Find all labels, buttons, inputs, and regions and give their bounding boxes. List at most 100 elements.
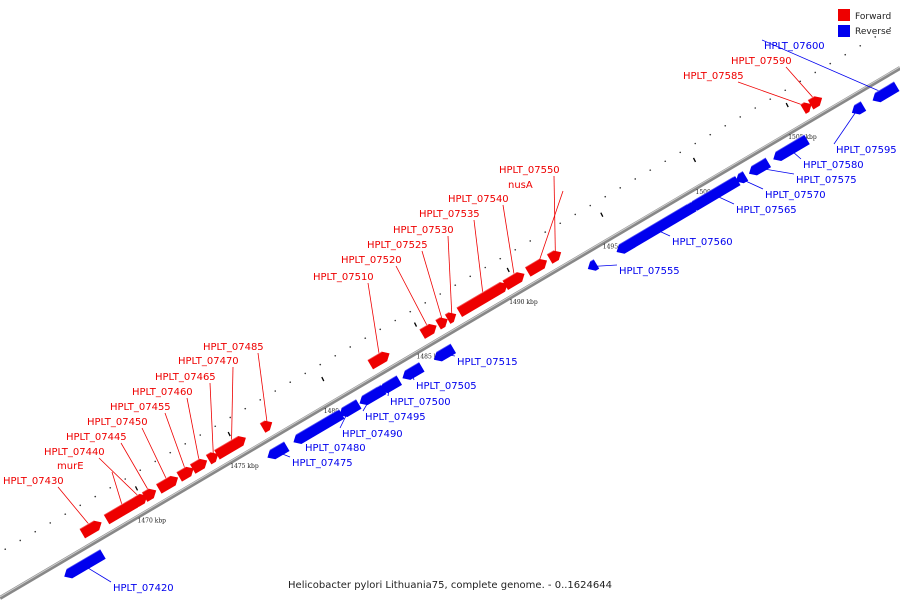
gene-HPLT_07420[interactable] <box>61 548 106 581</box>
gene-HPLT_07500[interactable] <box>376 374 403 396</box>
gene-label[interactable]: HPLT_07455 <box>110 402 171 413</box>
gene-HPLT_07555[interactable] <box>584 258 600 274</box>
gene-HPLT_07460[interactable] <box>189 456 210 474</box>
gene-label[interactable]: HPLT_07575 <box>796 175 857 186</box>
gene-label[interactable]: HPLT_07490 <box>342 429 403 440</box>
gene-label[interactable]: HPLT_07420 <box>113 583 174 594</box>
gene-HPLT_07485[interactable] <box>259 418 275 433</box>
gene-arrow-shine <box>205 451 211 456</box>
gene-HPLT_07560[interactable] <box>613 201 697 257</box>
label-leader-lines <box>57 39 885 583</box>
gene-label[interactable]: HPLT_07600 <box>764 41 825 52</box>
gene-labels: HPLT_07420 HPLT_07430 murE HPLT_07440 HPLT_0… <box>3 41 897 594</box>
gene-HPLT_07510[interactable] <box>367 349 392 370</box>
gene-arrow-body <box>339 399 362 417</box>
gene-label[interactable]: HPLT_07465 <box>155 372 216 383</box>
gene-HPLT_07550[interactable] <box>546 247 564 264</box>
ruler-dot <box>739 116 742 118</box>
gene-label[interactable]: HPLT_07445 <box>66 432 127 443</box>
ruler-dot <box>769 98 772 100</box>
gene-HPLT_07525[interactable] <box>434 314 450 330</box>
gene-HPLT_07590[interactable] <box>807 93 825 110</box>
gene-arrow-body <box>748 157 772 176</box>
gene-HPLT_07570[interactable] <box>732 170 749 186</box>
gene-HPLT_07480[interactable] <box>290 408 345 447</box>
gene-arrow-body <box>141 488 157 502</box>
gene-HPLT_07520[interactable] <box>418 321 439 339</box>
leader-line <box>761 39 885 94</box>
gene-label[interactable]: HPLT_07480 <box>305 443 366 454</box>
gene-HPLT_07575[interactable] <box>745 156 772 179</box>
gene-label[interactable]: HPLT_07500 <box>390 397 451 408</box>
gene-label[interactable]: HPLT_07530 <box>393 225 454 236</box>
gene-arrow-shine <box>848 100 861 109</box>
gene-HPLT_07475[interactable] <box>264 440 290 462</box>
tick-label: 1470 kbp <box>138 517 167 524</box>
gene-HPLT_07455[interactable] <box>176 464 196 482</box>
gene-label[interactable]: HPLT_07580 <box>803 160 864 171</box>
leader-line <box>120 442 151 494</box>
gene-label[interactable]: HPLT_07535 <box>419 209 480 220</box>
ruler-dot <box>709 133 712 136</box>
gene-HPLT_07600[interactable] <box>869 80 900 106</box>
gene-label[interactable]: HPLT_07540 <box>448 194 509 205</box>
gene-HPLT_07530[interactable] <box>444 309 459 324</box>
gene-label[interactable]: HPLT_07440 <box>44 447 105 458</box>
gene-label[interactable]: HPLT_07495 <box>365 412 426 423</box>
gene-murE[interactable] <box>103 495 143 525</box>
gene-HPLT_07565[interactable] <box>686 175 741 214</box>
gene-HPLT_07465[interactable] <box>205 449 221 465</box>
gene-HPLT_07490[interactable] <box>336 398 362 420</box>
ruler-dot <box>604 195 607 198</box>
gene-label[interactable]: HPLT_07565 <box>736 205 797 216</box>
leader-line <box>785 66 817 102</box>
gene-HPLT_07535[interactable] <box>456 279 510 318</box>
ruler-dot <box>814 71 817 74</box>
gene-label[interactable]: HPLT_07505 <box>416 381 477 392</box>
gene-label[interactable]: HPLT_07460 <box>132 387 193 398</box>
ruler-dot <box>94 495 97 498</box>
ruler-dot <box>724 124 727 127</box>
ruler-dot <box>34 530 37 533</box>
gene-HPLT_07445[interactable] <box>141 486 159 502</box>
gene-HPLT_07515[interactable] <box>430 342 457 365</box>
ruler-dot <box>184 443 187 445</box>
gene-label[interactable]: HPLT_07585 <box>683 71 744 82</box>
gene-label[interactable]: HPLT_07515 <box>457 357 518 368</box>
gene-HPLT_07440[interactable] <box>132 491 150 508</box>
gene-label[interactable]: murE <box>57 461 84 472</box>
gene-HPLT_07540[interactable] <box>502 269 527 290</box>
gene-label[interactable]: HPLT_07525 <box>367 240 428 251</box>
gene-label[interactable]: HPLT_07570 <box>765 190 826 201</box>
gene-nusA[interactable] <box>524 256 550 277</box>
gene-HPLT_07470[interactable] <box>213 433 249 460</box>
gene-label[interactable]: HPLT_07590 <box>731 56 792 67</box>
gene-label[interactable]: HPLT_07450 <box>87 417 148 428</box>
gene-HPLT_07430[interactable] <box>79 518 104 539</box>
gene-label[interactable]: HPLT_07470 <box>178 356 239 367</box>
gene-label[interactable]: HPLT_07430 <box>3 476 64 487</box>
gene-label[interactable]: HPLT_07475 <box>292 458 353 469</box>
gene-label[interactable]: nusA <box>508 180 533 191</box>
gene-HPLT_07505[interactable] <box>399 361 425 383</box>
gene-arrow-shine <box>686 175 736 205</box>
gene-HPLT_07495[interactable] <box>356 383 387 409</box>
gene-label[interactable]: HPLT_07550 <box>499 165 560 176</box>
gene-label[interactable]: HPLT_07560 <box>672 237 733 248</box>
legend-forward-label: Forward <box>855 12 891 22</box>
gene-arrow-body <box>402 362 425 380</box>
gene-HPLT_07595[interactable] <box>848 100 867 117</box>
gene-label[interactable]: HPLT_07510 <box>313 272 374 283</box>
gene-HPLT_07450[interactable] <box>155 473 181 494</box>
gene-label[interactable]: HPLT_07520 <box>341 255 402 266</box>
gene-label[interactable]: HPLT_07595 <box>836 145 897 156</box>
leader-line <box>473 219 484 299</box>
leader-line <box>553 175 556 256</box>
gene-label[interactable]: HPLT_07485 <box>203 342 264 353</box>
gene-label[interactable]: HPLT_07555 <box>619 266 680 277</box>
gene-arrow-body <box>433 343 457 362</box>
gene-HPLT_07580[interactable] <box>770 134 810 164</box>
ruler-dot <box>484 266 487 269</box>
gene-HPLT_07585[interactable] <box>799 99 814 114</box>
